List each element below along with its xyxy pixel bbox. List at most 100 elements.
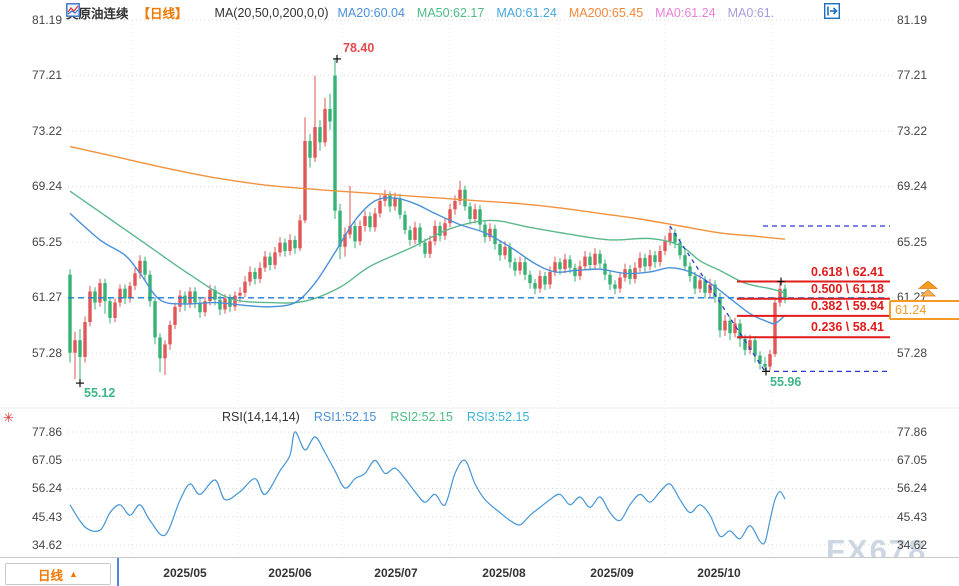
candle-body (663, 241, 667, 251)
candle-body (613, 284, 617, 289)
candle-body (358, 226, 362, 242)
candle-body (143, 260, 147, 275)
candle-body (323, 109, 327, 143)
candle-body (333, 75, 337, 211)
ma200-line (69, 145, 786, 240)
rsi-values: RSI1:52.15 RSI2:52.15 RSI3:52.15 (314, 410, 530, 424)
candle-body (368, 216, 372, 228)
candle-body (158, 337, 162, 359)
candle-body (453, 200, 457, 210)
period-selector-button[interactable]: 日线 ▲ (5, 563, 111, 585)
candle-body (638, 258, 642, 268)
candle-body (178, 295, 182, 307)
period-tag[interactable]: 【日线】 (137, 7, 188, 21)
candle-body (728, 320, 732, 334)
candle-body (113, 302, 117, 318)
candle-body (738, 323, 742, 339)
pane-divider-handle[interactable] (117, 558, 119, 586)
fib-level-label: 0.382 \ 59.94 (811, 299, 884, 313)
time-axis-bar: 日线 ▲ 2025/05 2025/06 2025/07 2025/08 2025/09… (0, 557, 959, 586)
candle-body (468, 206, 472, 219)
rsi-axis-label: 56.24 (897, 481, 928, 495)
candle-body (648, 255, 652, 267)
candle-body (693, 276, 697, 289)
candle-body (253, 271, 257, 279)
ma-value: MA0:61.24 (496, 5, 557, 20)
ma-value: MA20:60.04 (337, 5, 405, 20)
rsi-line (69, 431, 786, 545)
candle-body (488, 228, 492, 238)
candle-body (748, 340, 752, 350)
candle-body (618, 277, 622, 289)
rsi-axis-label: 45.43 (31, 510, 62, 524)
candle-body (478, 209, 482, 225)
ma-value: MA50:62.17 (416, 5, 485, 20)
candle-body (448, 209, 452, 224)
candle-body (68, 274, 72, 353)
candle-body (563, 259, 567, 270)
fib-level-label: 0.500 \ 61.18 (811, 282, 884, 296)
candle-body (118, 288, 122, 303)
candle-body (768, 354, 772, 367)
rsi-axis-label: 34.62 (897, 538, 928, 552)
indicator-settings-icon[interactable]: ✳ (3, 410, 14, 425)
candle-body (583, 256, 587, 267)
candle-body (328, 109, 332, 122)
rsi-axis-label: 34.62 (31, 538, 62, 552)
candle-body (523, 262, 527, 275)
period-label: 日线 (38, 568, 64, 583)
rsi-value: RSI2:52.15 (390, 410, 453, 424)
candle-body (103, 283, 107, 302)
candle-body (213, 290, 217, 300)
high-price-marker: 78.40 (343, 41, 375, 55)
candle-body (153, 301, 157, 338)
candle-body (278, 242, 282, 253)
rsi-value: RSI3:52.15 (466, 410, 530, 424)
rsi-axis-label: 77.86 (31, 425, 62, 439)
candle-body (608, 274, 612, 285)
candle-body (758, 355, 762, 364)
candle-body (578, 266, 582, 277)
candle-body (293, 239, 297, 249)
candle-body (723, 320, 727, 331)
candle-body (353, 226, 357, 242)
candle-body (708, 284, 712, 293)
swing-low-marker: 55.96 (770, 375, 802, 389)
rsi-header: RSI(14,14,14) RSI1:52.15 RSI2:52.15 RSI3:5… (222, 410, 529, 424)
ma-value: MA200:65.45 (568, 5, 644, 20)
candle-body (183, 295, 187, 304)
symbol-name: 美原油连续 (66, 7, 129, 21)
candle-body (73, 340, 77, 353)
candle-body (533, 283, 537, 289)
price-axis-label: 65.25 (897, 235, 928, 249)
candle-body (373, 213, 377, 228)
current-price-tag[interactable]: 61.24 (889, 300, 959, 320)
candle-body (433, 226, 437, 242)
candle-body (518, 262, 522, 271)
candle-body (128, 285, 132, 299)
candle-body (643, 258, 647, 267)
price-axis-label: 65.25 (31, 235, 62, 249)
ma-settings-label[interactable]: MA(20,50,0,200,0,0) (214, 5, 329, 20)
candle-body (168, 324, 172, 345)
ma-value: MA0:61.24 (655, 5, 716, 20)
candle-body (473, 209, 477, 219)
fib-trendline[interactable] (669, 225, 766, 372)
candle-body (318, 127, 322, 143)
candle-body (673, 232, 677, 243)
rsi-title[interactable]: RSI(14,14,14) (222, 410, 300, 424)
candle-body (123, 288, 127, 299)
candle-body (413, 227, 417, 240)
candle-body (108, 301, 112, 318)
price-axis-label: 77.21 (897, 68, 928, 82)
candle-body (303, 141, 307, 221)
candle-body (343, 234, 347, 247)
price-axis-label: 69.24 (31, 179, 62, 193)
candle-body (558, 262, 562, 270)
candle-body (93, 291, 97, 303)
candle-body (78, 340, 82, 357)
rsi-axis-label: 77.86 (897, 425, 928, 439)
candle-body (173, 306, 177, 325)
candle-body (138, 260, 142, 274)
